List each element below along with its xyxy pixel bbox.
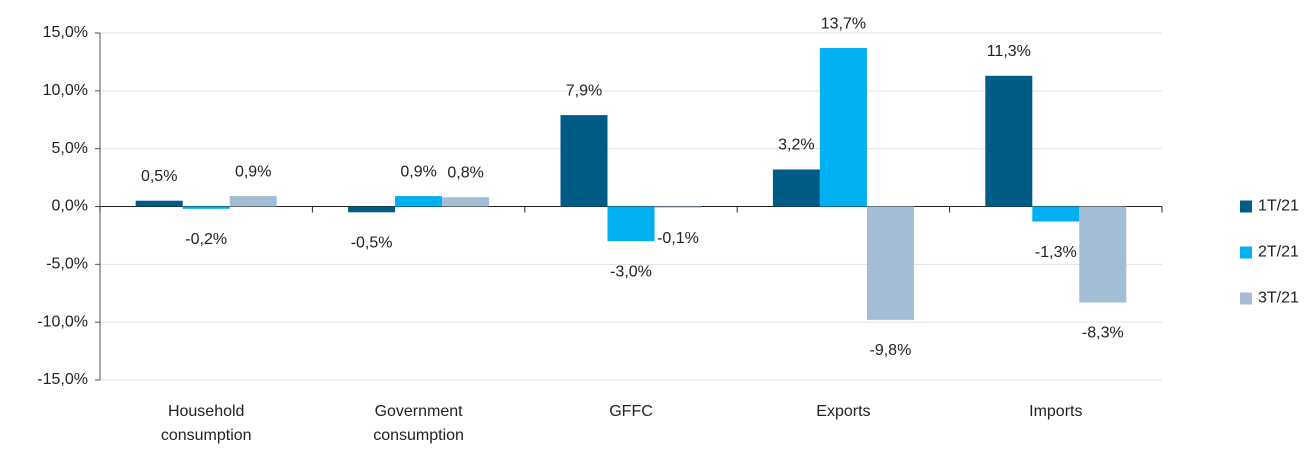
value-label: 0,9% [235, 163, 271, 180]
value-label: 7,9% [566, 82, 602, 99]
legend-label: 2T/21 [1258, 244, 1299, 261]
value-label: 11,3% [987, 43, 1031, 60]
bar [819, 48, 867, 207]
bar [182, 206, 230, 209]
value-label: 0,5% [141, 168, 177, 185]
value-label: 13,7% [821, 15, 866, 32]
x-tick-label: Household consumption [161, 403, 252, 444]
bar [348, 206, 396, 213]
bar [772, 169, 820, 207]
bar [135, 200, 183, 207]
value-label: 0,9% [400, 163, 436, 180]
x-tick-label: GFFC [609, 403, 653, 420]
legend-swatch [1240, 292, 1252, 305]
bar [866, 206, 914, 320]
bar [395, 196, 443, 207]
value-label: 3,2% [778, 137, 814, 154]
value-label: -9,8% [870, 342, 912, 359]
y-tick-label: -5,0% [46, 256, 88, 273]
bar [607, 206, 655, 242]
bar [1079, 206, 1127, 303]
y-tick-label: 0,0% [52, 198, 88, 215]
value-label: -1,3% [1035, 244, 1077, 261]
y-tick-label: 15,0% [43, 24, 88, 41]
bar [560, 115, 608, 207]
value-label: -3,0% [610, 263, 652, 280]
legend-swatch [1240, 246, 1252, 259]
x-tick-label: Government consumption [373, 403, 464, 444]
y-tick-label: -15,0% [37, 371, 88, 388]
value-label: -0,5% [351, 235, 393, 252]
y-tick-label: 10,0% [43, 82, 88, 99]
legend-label: 1T/21 [1258, 198, 1299, 215]
bar [985, 75, 1033, 207]
bar [654, 206, 702, 208]
bar [1032, 206, 1080, 222]
value-label: -0,1% [657, 230, 699, 247]
value-label: 0,8% [447, 164, 483, 181]
x-tick-label: Imports [1029, 403, 1082, 420]
y-tick-label: 5,0% [52, 140, 88, 157]
bar [442, 197, 490, 207]
x-tick-label: Exports [816, 403, 870, 420]
value-label: -8,3% [1082, 325, 1124, 342]
y-tick-label: -10,0% [37, 313, 88, 330]
value-label: -0,2% [185, 231, 227, 248]
legend-swatch [1240, 200, 1252, 213]
legend-label: 3T/21 [1258, 290, 1299, 307]
bar [229, 196, 277, 207]
